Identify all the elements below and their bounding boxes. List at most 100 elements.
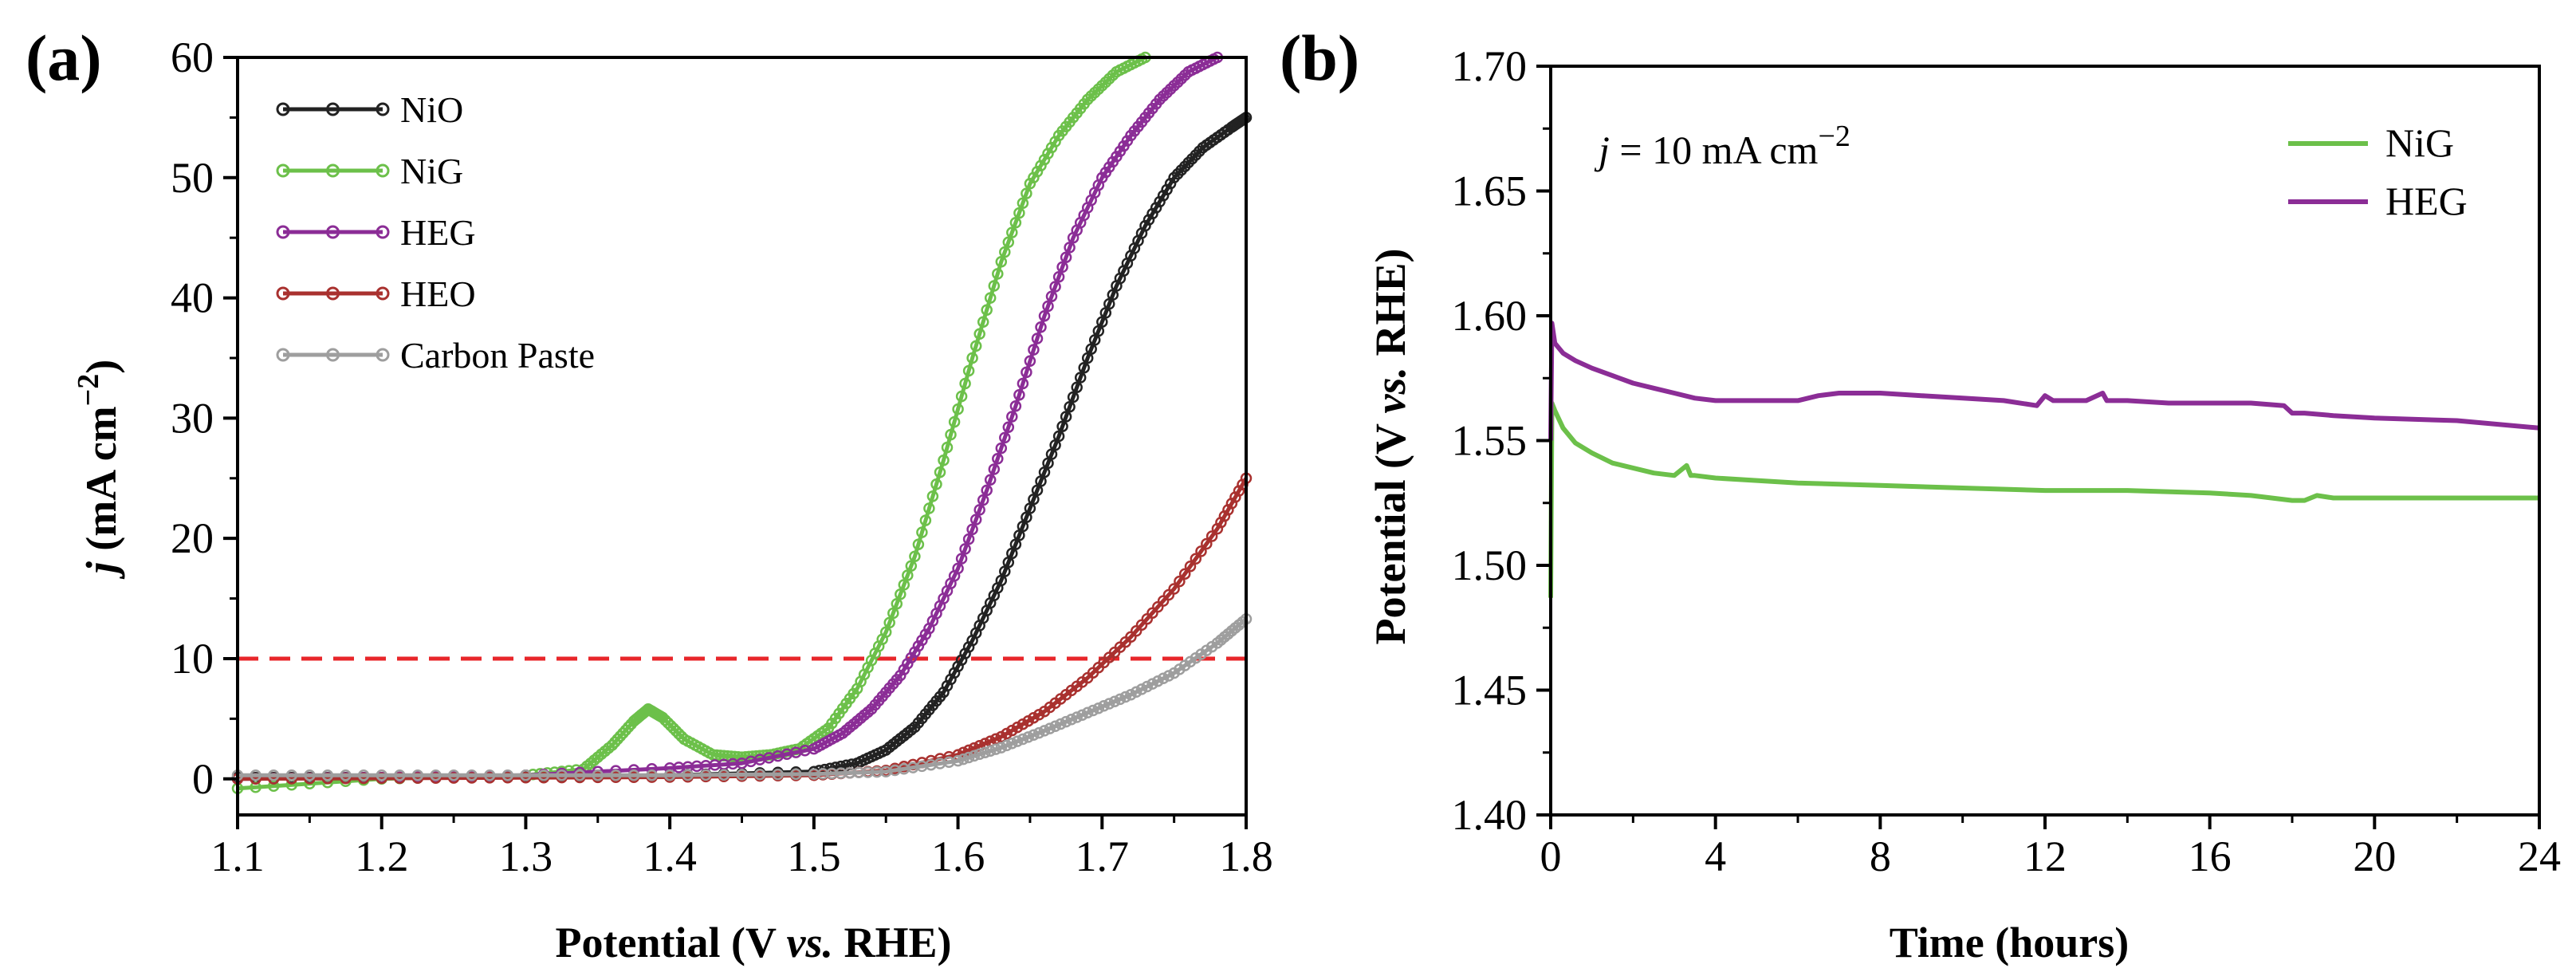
panel-a-legend: NiO NiG HEG HEO Carbon Paste <box>276 89 595 376</box>
data-point <box>729 750 741 763</box>
data-point <box>627 769 640 781</box>
data-point <box>948 415 961 428</box>
data-point <box>1064 242 1076 254</box>
legend-marker <box>326 225 340 239</box>
data-point <box>916 634 928 647</box>
y-tick-label: 1.50 <box>1452 541 1528 589</box>
data-point <box>895 669 907 682</box>
data-point <box>1060 715 1072 728</box>
x-tick-label: 1.7 <box>1076 832 1130 880</box>
data-point <box>902 658 914 670</box>
x-tick-label: 12 <box>2023 832 2067 880</box>
x-tick-label: 4 <box>1705 832 1726 880</box>
data-point <box>912 640 925 652</box>
data-point <box>1067 391 1080 403</box>
panel-a-series-layer <box>231 51 1253 795</box>
data-point <box>995 256 1008 268</box>
legend-label: HEO <box>400 274 476 314</box>
x-tick-label: 1.3 <box>499 832 553 880</box>
data-point <box>736 769 748 781</box>
panel-a-ticks: 1.1 1.2 1.3 1.4 1.5 1.6 1.7 1.8 0 10 20 30 40 50 60 <box>171 33 1273 880</box>
data-point <box>1045 290 1058 302</box>
x-tick-label: 1.6 <box>931 832 985 880</box>
data-point <box>1168 583 1180 595</box>
data-point <box>988 463 1001 475</box>
series-nig <box>231 51 1151 795</box>
data-point <box>1150 202 1162 214</box>
data-point <box>977 316 989 328</box>
legend-item-heg: HEG <box>2288 179 2468 223</box>
data-point <box>938 454 950 466</box>
data-point <box>1157 672 1170 685</box>
data-point <box>1201 537 1213 550</box>
data-point <box>930 478 942 490</box>
y-tick-label: 1.65 <box>1452 167 1528 215</box>
y-tick-label: 30 <box>171 394 214 442</box>
data-point <box>1139 219 1151 232</box>
data-point <box>959 543 971 555</box>
y-tick-label: 1.55 <box>1452 417 1528 465</box>
data-point <box>663 769 676 781</box>
data-point <box>1071 711 1083 723</box>
data-point <box>1021 366 1032 379</box>
data-point <box>1190 553 1202 565</box>
data-point <box>1195 545 1207 557</box>
data-point <box>1108 695 1121 707</box>
data-point <box>447 769 460 781</box>
data-point <box>1009 400 1022 412</box>
data-point <box>1028 344 1040 356</box>
data-point <box>969 514 982 525</box>
data-point <box>1035 159 1047 171</box>
data-point <box>1028 729 1040 741</box>
y-tick-label: 1.70 <box>1452 42 1528 90</box>
x-tick-label: 8 <box>1870 832 1891 880</box>
panel-b-y-axis-title: Potential (V vs. RHE) <box>1367 249 1414 645</box>
series-heg <box>1548 321 2540 441</box>
y-tick-label: 1.45 <box>1452 667 1528 714</box>
data-point <box>520 769 532 781</box>
data-point <box>1006 738 1018 750</box>
data-point <box>1022 731 1034 743</box>
data-point <box>304 769 316 781</box>
data-point <box>979 746 991 759</box>
data-point <box>1052 430 1065 443</box>
data-point <box>962 364 975 377</box>
data-point <box>905 560 918 572</box>
data-point <box>700 769 712 781</box>
data-point <box>955 390 968 403</box>
data-point <box>250 781 262 793</box>
data-point <box>1002 236 1015 249</box>
legend-label: NiG <box>2385 120 2454 165</box>
panel-a-x-axis-title: Potential (V vs. RHE) <box>556 919 952 966</box>
x-tick-label: 1.2 <box>355 832 409 880</box>
data-point <box>895 588 907 600</box>
data-point <box>909 550 921 563</box>
data-point <box>1042 300 1054 313</box>
data-point <box>941 441 954 454</box>
data-point <box>610 769 622 781</box>
y-tick-label: 1.40 <box>1452 791 1528 839</box>
panel-b-x-axis-title: Time (hours) <box>1890 919 2130 966</box>
data-point <box>909 646 921 658</box>
data-point <box>1125 688 1137 701</box>
panel-b-series-layer <box>1548 321 2540 598</box>
data-point <box>1042 148 1054 159</box>
data-point <box>945 428 957 441</box>
data-point <box>1074 372 1087 384</box>
data-point <box>646 769 658 781</box>
data-point <box>952 403 964 415</box>
legend-marker <box>376 102 390 116</box>
legend-marker <box>276 102 290 116</box>
data-point <box>394 769 406 781</box>
legend-marker <box>326 348 340 362</box>
data-point <box>1002 421 1015 433</box>
legend-marker <box>376 163 390 178</box>
data-point <box>973 504 985 516</box>
x-tick-label: 20 <box>2353 832 2396 880</box>
legend-marker <box>326 286 340 301</box>
data-point <box>912 538 925 550</box>
legend-marker <box>326 102 340 116</box>
series-heo <box>231 472 1253 785</box>
data-point <box>879 626 892 639</box>
legend-marker <box>276 286 290 301</box>
